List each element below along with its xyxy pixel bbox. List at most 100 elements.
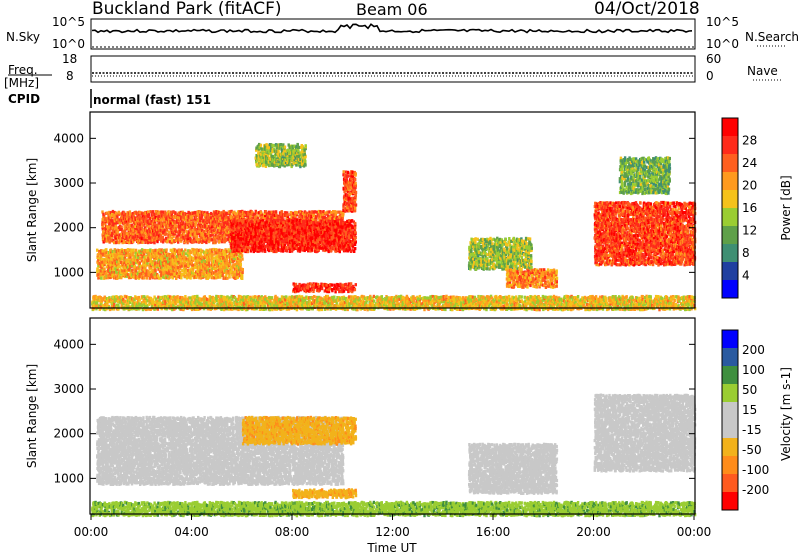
scatter-cell (152, 298, 155, 302)
nave-tick-low: 0 (706, 69, 714, 83)
scatter-cell (132, 232, 136, 236)
scatter-cell (236, 304, 240, 308)
scatter-cell (434, 305, 437, 309)
scatter-cell (552, 294, 556, 298)
scatter-cell (163, 230, 166, 234)
scatter-cell (163, 248, 166, 252)
scatter-cell (128, 223, 132, 227)
scatter-cell (364, 305, 367, 309)
scatter-cell (109, 260, 113, 264)
scatter-cell (258, 307, 262, 311)
scatter-cell (165, 236, 168, 240)
scatter-cell (484, 302, 487, 306)
scatter-cell (254, 295, 257, 299)
scatter-cell (162, 303, 165, 307)
scatter-cell (642, 308, 645, 312)
scatter-cell (217, 275, 220, 279)
scatter-cell (235, 254, 238, 258)
scatter-cell (531, 302, 534, 306)
scatter-cell (152, 233, 155, 237)
scatter-cell (96, 270, 99, 274)
scatter-cell (99, 269, 103, 273)
scatter-cell (246, 300, 249, 305)
scatter-cell (219, 270, 222, 274)
scatter-cell (589, 300, 592, 304)
scatter-cell (362, 295, 366, 299)
scatter-cell (104, 252, 107, 256)
scatter-cell (597, 304, 600, 309)
scatter-cell (507, 294, 511, 299)
scatter-cell (397, 296, 400, 301)
scatter-cell (187, 249, 190, 253)
scatter-cell (565, 294, 568, 298)
scatter-cell (103, 231, 107, 235)
scatter-cell (442, 297, 446, 301)
scatter-cell (218, 248, 221, 252)
scatter-cell (300, 307, 303, 311)
scatter-cell (552, 307, 555, 311)
scatter-cell (281, 303, 284, 308)
scatter-cell (569, 301, 573, 305)
scatter-cell (107, 266, 110, 270)
scatter-cell (179, 264, 182, 269)
scatter-cell (240, 300, 244, 304)
scatter-cell (674, 307, 678, 311)
scatter-cell (312, 299, 315, 303)
scatter-cell (134, 251, 138, 255)
scatter-cell (239, 263, 242, 267)
scatter-cell (161, 259, 165, 264)
scatter-cell (614, 299, 617, 303)
scatter-cell (153, 295, 156, 299)
scatter-cell (596, 302, 600, 307)
scatter-cell (360, 305, 363, 309)
scatter-cell (164, 301, 167, 305)
scatter-cell (180, 276, 183, 280)
scatter-cell (368, 300, 371, 304)
scatter-cell (162, 275, 165, 279)
scatter-cell (445, 301, 448, 305)
scatter-cell (688, 299, 691, 304)
scatter-cell (183, 213, 187, 217)
scatter-cell (183, 257, 186, 261)
scatter-cell (290, 295, 294, 299)
scatter-cell (264, 297, 267, 301)
scatter-cell (555, 295, 558, 299)
scatter-cell (369, 294, 372, 298)
scatter-cell (224, 263, 227, 267)
scatter-cell (136, 227, 139, 231)
scatter-cell (138, 271, 142, 275)
scatter-cell (647, 300, 650, 305)
scatter-cell (464, 296, 468, 300)
scatter-cell (151, 238, 154, 242)
scatter-cell (139, 232, 142, 236)
scatter-cell (147, 241, 150, 245)
scatter-cell (323, 296, 326, 300)
scatter-cell (454, 300, 457, 304)
scatter-cell (105, 256, 108, 260)
scatter-cell (114, 297, 117, 302)
scatter-cell (300, 300, 303, 304)
scatter-cell (127, 237, 130, 241)
scatter-cell (222, 256, 225, 260)
scatter-cell (165, 295, 169, 299)
scatter-cell (498, 304, 502, 308)
scatter-cell (164, 214, 167, 218)
scatter-cell (97, 253, 100, 257)
scatter-cell (166, 299, 169, 303)
scatter-cell (198, 276, 201, 280)
scatter-cell (182, 303, 185, 307)
scatter-cell (146, 219, 150, 223)
scatter-cell (125, 295, 129, 299)
scatter-cell (192, 248, 195, 252)
scatter-cell (225, 297, 228, 302)
scatter-cell (124, 224, 127, 228)
scatter-cell (665, 295, 669, 300)
scatter-cell (190, 298, 193, 302)
scatter-cell (273, 297, 277, 301)
scatter-cell (132, 297, 135, 301)
scatter-cell (124, 214, 127, 219)
scatter-cell (150, 265, 153, 270)
scatter-cell (123, 268, 126, 272)
scatter-cell (106, 238, 109, 242)
scatter-cell (179, 267, 182, 271)
